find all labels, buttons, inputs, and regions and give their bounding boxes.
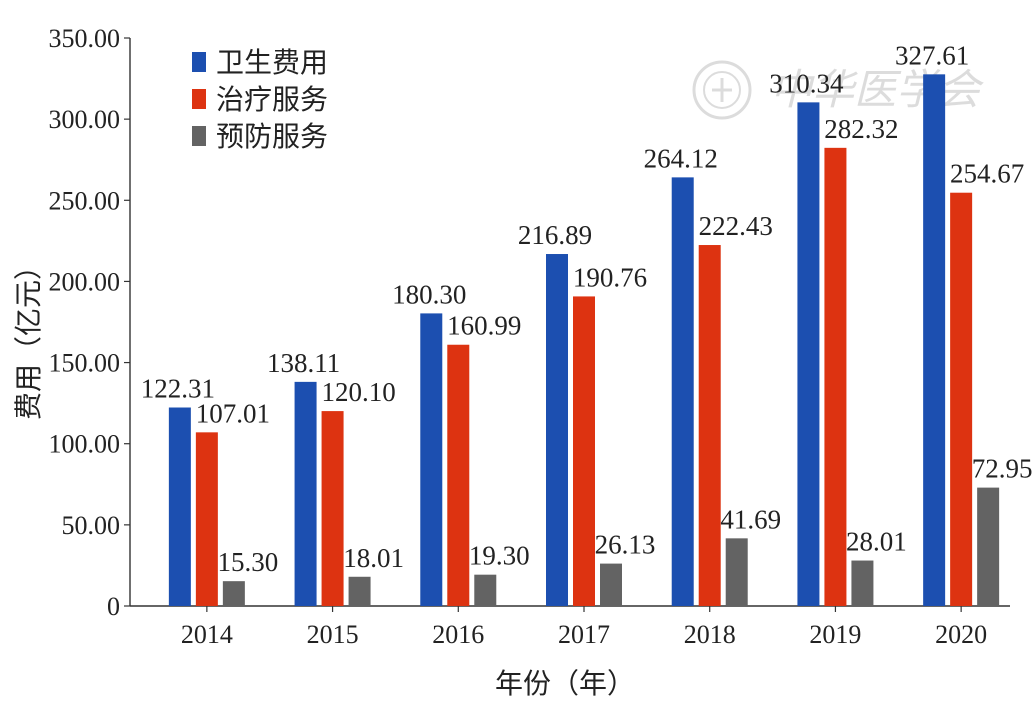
society-seal-icon: [692, 60, 752, 120]
data-label: 310.34: [769, 68, 844, 98]
y-tick-label: 100.00: [49, 430, 121, 459]
data-label: 327.61: [895, 40, 969, 70]
data-label: 107.01: [196, 398, 270, 428]
bar: [573, 296, 595, 606]
legend-swatch: [192, 89, 206, 109]
data-label: 122.31: [141, 374, 215, 404]
data-label: 15.30: [217, 547, 278, 577]
y-axis-title: 费用（亿元）: [13, 252, 45, 420]
y-tick-label: 50.00: [62, 511, 121, 540]
legend-label: 卫生费用: [216, 47, 328, 79]
data-label: 18.01: [343, 543, 404, 573]
legend-label: 治疗服务: [216, 84, 328, 116]
y-tick-label: 0: [107, 592, 120, 621]
bar: [348, 576, 371, 606]
data-label: 222.43: [699, 211, 773, 241]
bar: [474, 574, 497, 606]
x-tick-label: 2014: [181, 620, 233, 649]
data-label: 264.12: [644, 143, 718, 173]
legend-label: 预防服务: [216, 121, 328, 153]
bar: [725, 538, 748, 606]
bar: [600, 563, 622, 606]
bar: [977, 487, 1000, 606]
y-tick-label: 250.00: [49, 186, 121, 215]
bar: [420, 313, 443, 606]
bar: [447, 344, 470, 606]
bar: [671, 177, 694, 606]
y-tick-label: 200.00: [49, 267, 121, 296]
bar: [321, 411, 344, 606]
x-tick-label: 2015: [307, 620, 359, 649]
x-tick-label: 2016: [432, 620, 484, 649]
data-label: 19.30: [469, 541, 530, 571]
bars: [168, 74, 1000, 607]
x-tick-label: 2019: [809, 620, 861, 649]
data-label: 160.99: [447, 311, 521, 341]
data-label: 254.67: [950, 159, 1024, 189]
data-label: 28.01: [846, 527, 907, 557]
bar: [950, 192, 973, 606]
bar: [294, 381, 317, 606]
bar: [546, 254, 568, 607]
data-label: 282.32: [824, 114, 898, 144]
data-label: 120.10: [321, 377, 395, 407]
bar: [168, 407, 191, 606]
bar: [222, 581, 245, 606]
data-label: 138.11: [267, 348, 340, 378]
bar: [824, 147, 847, 607]
legend-swatch: [192, 126, 206, 146]
data-label: 190.76: [573, 262, 647, 292]
data-label: 180.30: [392, 279, 466, 309]
x-tick-label: 2017: [558, 620, 610, 649]
bar: [797, 102, 820, 606]
bar: [923, 74, 946, 607]
bar: [698, 245, 721, 606]
data-label: 26.13: [595, 530, 656, 560]
bar: [195, 432, 218, 606]
x-axis-title: 年份（年）: [495, 668, 635, 700]
bar: [851, 560, 874, 606]
data-label: 216.89: [518, 220, 592, 250]
data-label: 72.95: [972, 454, 1033, 484]
axes: 0 50.00 100.00 150.00 200.00 250.00 300.00 350.…: [49, 24, 1010, 649]
y-tick-label: 300.00: [49, 105, 121, 134]
data-label: 41.69: [720, 504, 781, 534]
y-tick-label: 150.00: [49, 349, 121, 378]
legend-swatch: [192, 52, 206, 72]
x-tick-label: 2018: [684, 620, 736, 649]
x-tick-label: 2020: [935, 620, 987, 649]
y-tick-label: 350.00: [49, 24, 121, 53]
